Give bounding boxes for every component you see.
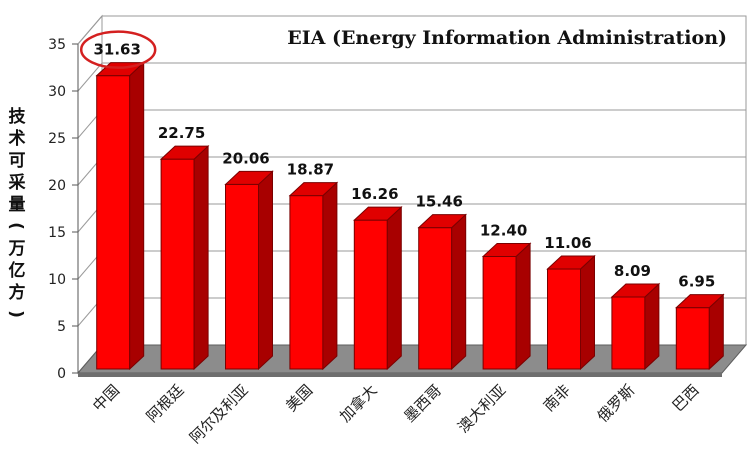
gridline-side bbox=[77, 62, 103, 92]
bar-side bbox=[193, 145, 209, 371]
y-tick-label: 35 bbox=[48, 37, 66, 53]
floor-edge bbox=[78, 373, 722, 377]
y-tick-label: 5 bbox=[57, 319, 66, 335]
bar-top bbox=[159, 145, 210, 160]
bar bbox=[418, 227, 453, 370]
bar-top bbox=[610, 283, 661, 298]
x-tick-label: 中国 bbox=[89, 381, 123, 415]
x-tick-label: 墨西哥 bbox=[400, 381, 445, 426]
highlight-ellipse bbox=[79, 30, 157, 69]
bar-side bbox=[515, 242, 531, 371]
bar bbox=[289, 195, 324, 370]
x-tick-label: 阿尔及利亚 bbox=[186, 381, 252, 447]
bar bbox=[353, 219, 388, 370]
y-axis-label-char: 技 bbox=[9, 106, 27, 127]
y-axis-label-char: 采 bbox=[8, 173, 26, 193]
bar-top bbox=[417, 214, 467, 229]
bar-top bbox=[224, 170, 274, 185]
y-tick-label: 15 bbox=[48, 225, 66, 241]
x-tick-label: 南非 bbox=[540, 381, 574, 415]
bar-side bbox=[386, 206, 402, 371]
data-label: 11.06 bbox=[544, 234, 591, 252]
data-label: 8.09 bbox=[614, 262, 651, 280]
y-axis-label-char: 方 bbox=[9, 282, 26, 303]
x-tick-label: 美国 bbox=[282, 381, 316, 415]
bar bbox=[96, 75, 131, 370]
chart-title: EIA (Energy Information Administration) bbox=[287, 27, 727, 49]
bar-side bbox=[580, 254, 595, 371]
y-axis-label-char: 万 bbox=[8, 239, 26, 259]
y-axis-label-char: 术 bbox=[9, 128, 26, 149]
bar-side bbox=[258, 170, 273, 371]
x-tick-label: 巴西 bbox=[669, 381, 703, 415]
y-axis-label-char: 亿 bbox=[9, 260, 26, 281]
y-tick-label: 25 bbox=[48, 131, 66, 147]
y-axis-label-char: ) bbox=[6, 310, 26, 318]
x-tick-label: 澳大利亚 bbox=[454, 381, 509, 436]
bar-top bbox=[353, 206, 403, 221]
bar-top bbox=[481, 242, 532, 257]
bar bbox=[611, 296, 646, 370]
y-tick-label: 10 bbox=[48, 272, 66, 288]
data-label: 20.06 bbox=[222, 149, 269, 167]
y-tick-label: 30 bbox=[48, 84, 66, 100]
data-label: 15.46 bbox=[415, 193, 462, 211]
bar-top bbox=[288, 182, 339, 197]
bar-top bbox=[546, 255, 596, 270]
gridline-side bbox=[77, 15, 103, 45]
bar bbox=[675, 307, 710, 370]
bar bbox=[225, 183, 259, 370]
y-axis-label-char: 量 bbox=[9, 194, 26, 215]
data-label: 22.75 bbox=[158, 124, 205, 142]
y-tick-label: 20 bbox=[48, 178, 66, 194]
bar-side bbox=[322, 181, 338, 371]
bar-top bbox=[675, 294, 725, 309]
data-label: 12.40 bbox=[480, 221, 527, 239]
y-tick-label: 0 bbox=[57, 366, 66, 382]
y-axis-label-char: 可 bbox=[9, 151, 26, 171]
data-label: 31.63 bbox=[93, 41, 140, 59]
bar-side bbox=[451, 213, 467, 371]
bar-side bbox=[129, 61, 145, 371]
data-label: 18.87 bbox=[287, 161, 334, 179]
bar bbox=[160, 158, 195, 370]
bar bbox=[482, 255, 517, 370]
data-label: 6.95 bbox=[678, 273, 715, 291]
y-axis-label-char: ( bbox=[6, 222, 26, 230]
x-tick-label: 阿根廷 bbox=[143, 381, 188, 426]
x-tick-label: 加拿大 bbox=[336, 381, 381, 426]
x-tick-label: 俄罗斯 bbox=[594, 381, 639, 426]
data-label: 16.26 bbox=[351, 185, 398, 203]
bar bbox=[547, 268, 581, 370]
bar-side bbox=[644, 282, 660, 371]
